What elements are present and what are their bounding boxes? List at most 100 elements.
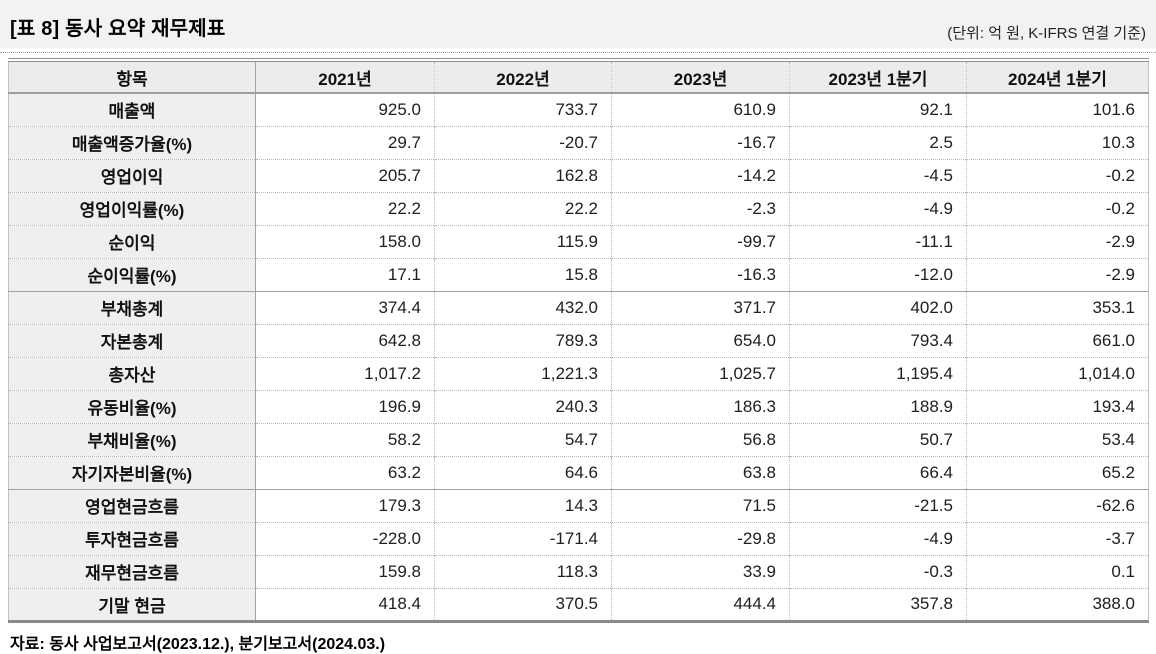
- value-cell: -62.6: [966, 488, 1149, 522]
- value-cell: 22.2: [255, 191, 435, 225]
- value-cell: 10.3: [966, 125, 1149, 159]
- value-cell: 444.4: [611, 587, 790, 621]
- value-cell: 50.7: [789, 422, 967, 456]
- value-cell: 1,025.7: [611, 356, 790, 390]
- value-cell: 353.1: [966, 290, 1149, 324]
- column-header-2: 2022년: [434, 60, 612, 94]
- value-cell: 205.7: [255, 158, 435, 192]
- row-label-cell: 부채총계: [8, 290, 256, 324]
- value-cell: 654.0: [611, 323, 790, 357]
- source-note: 자료: 동사 사업보고서(2023.12.), 분기보고서(2024.03.): [10, 636, 386, 653]
- value-cell: 1,014.0: [966, 356, 1149, 390]
- value-cell: 64.6: [434, 455, 612, 489]
- table-row-cash-flow-1: 투자현금흐름 -228.0 -171.4 -29.8 -4.9 -3.7: [8, 521, 1149, 555]
- table-row-balance-sheet-3: 유동비율(%) 196.9 240.3 186.3 188.9 193.4: [8, 389, 1149, 423]
- value-cell: 158.0: [255, 224, 435, 258]
- table-row-cash-flow-3: 기말 현금 418.4 370.5 444.4 357.8 388.0: [8, 587, 1149, 621]
- value-cell: 388.0: [966, 587, 1149, 621]
- value-cell: 1,017.2: [255, 356, 435, 390]
- table-row-cash-flow-2: 재무현금흐름 159.8 118.3 33.9 -0.3 0.1: [8, 554, 1149, 588]
- value-cell: -11.1: [789, 224, 967, 258]
- value-cell: -2.9: [966, 257, 1149, 291]
- value-cell: -3.7: [966, 521, 1149, 555]
- value-cell: 793.4: [789, 323, 967, 357]
- value-cell: 17.1: [255, 257, 435, 291]
- financial-summary-table: 항목 2021년 2022년 2023년 2023년 1분기 2024년 1분기 매출액 9…: [8, 58, 1149, 623]
- table-row-balance-sheet-2: 총자산 1,017.2 1,221.3 1,025.7 1,195.4 1,014.0: [8, 356, 1149, 390]
- table-row-income-statement-1: 매출액증가율(%) 29.7 -20.7 -16.7 2.5 10.3: [8, 125, 1149, 159]
- value-cell: 418.4: [255, 587, 435, 621]
- title-separator: [0, 52, 1156, 53]
- value-cell: 115.9: [434, 224, 612, 258]
- row-label-cell: 매출액: [8, 92, 256, 126]
- value-cell: 33.9: [611, 554, 790, 588]
- value-cell: -14.2: [611, 158, 790, 192]
- value-cell: 402.0: [789, 290, 967, 324]
- value-cell: 610.9: [611, 92, 790, 126]
- value-cell: -99.7: [611, 224, 790, 258]
- value-cell: 162.8: [434, 158, 612, 192]
- table-row-cash-flow-0: 영업현금흐름 179.3 14.3 71.5 -21.5 -62.6: [8, 488, 1149, 522]
- value-cell: 193.4: [966, 389, 1149, 423]
- value-cell: 101.6: [966, 92, 1149, 126]
- value-cell: 925.0: [255, 92, 435, 126]
- value-cell: 56.8: [611, 422, 790, 456]
- value-cell: -20.7: [434, 125, 612, 159]
- row-label-cell: 유동비율(%): [8, 389, 256, 423]
- row-label-cell: 재무현금흐름: [8, 554, 256, 588]
- row-label-cell: 자본총계: [8, 323, 256, 357]
- value-cell: -4.9: [789, 191, 967, 225]
- column-header-1: 2021년: [255, 60, 435, 94]
- value-cell: 179.3: [255, 488, 435, 522]
- value-cell: -2.9: [966, 224, 1149, 258]
- value-cell: -21.5: [789, 488, 967, 522]
- table-row-balance-sheet-0: 부채총계 374.4 432.0 371.7 402.0 353.1: [8, 290, 1149, 324]
- row-label-cell: 투자현금흐름: [8, 521, 256, 555]
- row-label-cell: 순이익률(%): [8, 257, 256, 291]
- value-cell: 370.5: [434, 587, 612, 621]
- value-cell: -2.3: [611, 191, 790, 225]
- table-header-row: 항목 2021년 2022년 2023년 2023년 1분기 2024년 1분기: [8, 60, 1149, 94]
- value-cell: 240.3: [434, 389, 612, 423]
- value-cell: 14.3: [434, 488, 612, 522]
- table-row-balance-sheet-5: 자기자본비율(%) 63.2 64.6 63.8 66.4 65.2: [8, 455, 1149, 489]
- value-cell: -29.8: [611, 521, 790, 555]
- value-cell: 374.4: [255, 290, 435, 324]
- value-cell: 53.4: [966, 422, 1149, 456]
- value-cell: 65.2: [966, 455, 1149, 489]
- value-cell: 0.1: [966, 554, 1149, 588]
- row-label-cell: 영업이익: [8, 158, 256, 192]
- value-cell: 642.8: [255, 323, 435, 357]
- value-cell: 66.4: [789, 455, 967, 489]
- value-cell: -4.5: [789, 158, 967, 192]
- value-cell: 789.3: [434, 323, 612, 357]
- value-cell: 15.8: [434, 257, 612, 291]
- value-cell: 733.7: [434, 92, 612, 126]
- table-row-balance-sheet-1: 자본총계 642.8 789.3 654.0 793.4 661.0: [8, 323, 1149, 357]
- row-label-cell: 순이익: [8, 224, 256, 258]
- value-cell: 29.7: [255, 125, 435, 159]
- column-header-5: 2024년 1분기: [966, 60, 1149, 94]
- column-header-0: 항목: [8, 60, 256, 94]
- table-row-income-statement-4: 순이익 158.0 115.9 -99.7 -11.1 -2.9: [8, 224, 1149, 258]
- title-band: [표 8] 동사 요약 재무제표 (단위: 억 원, K-IFRS 연결 기준): [0, 0, 1156, 48]
- value-cell: 186.3: [611, 389, 790, 423]
- header-row: 항목 2021년 2022년 2023년 2023년 1분기 2024년 1분기: [8, 60, 1149, 94]
- value-cell: 371.7: [611, 290, 790, 324]
- value-cell: -228.0: [255, 521, 435, 555]
- row-label-cell: 자기자본비율(%): [8, 455, 256, 489]
- report-title: [표 8] 동사 요약 재무제표: [10, 18, 226, 40]
- table-row-income-statement-3: 영업이익률(%) 22.2 22.2 -2.3 -4.9 -0.2: [8, 191, 1149, 225]
- value-cell: 22.2: [434, 191, 612, 225]
- value-cell: -0.2: [966, 191, 1149, 225]
- value-cell: -0.3: [789, 554, 967, 588]
- row-label-cell: 총자산: [8, 356, 256, 390]
- column-header-3: 2023년: [611, 60, 790, 94]
- value-cell: 54.7: [434, 422, 612, 456]
- value-cell: 432.0: [434, 290, 612, 324]
- value-cell: 357.8: [789, 587, 967, 621]
- value-cell: 196.9: [255, 389, 435, 423]
- value-cell: 58.2: [255, 422, 435, 456]
- value-cell: 2.5: [789, 125, 967, 159]
- value-cell: -16.3: [611, 257, 790, 291]
